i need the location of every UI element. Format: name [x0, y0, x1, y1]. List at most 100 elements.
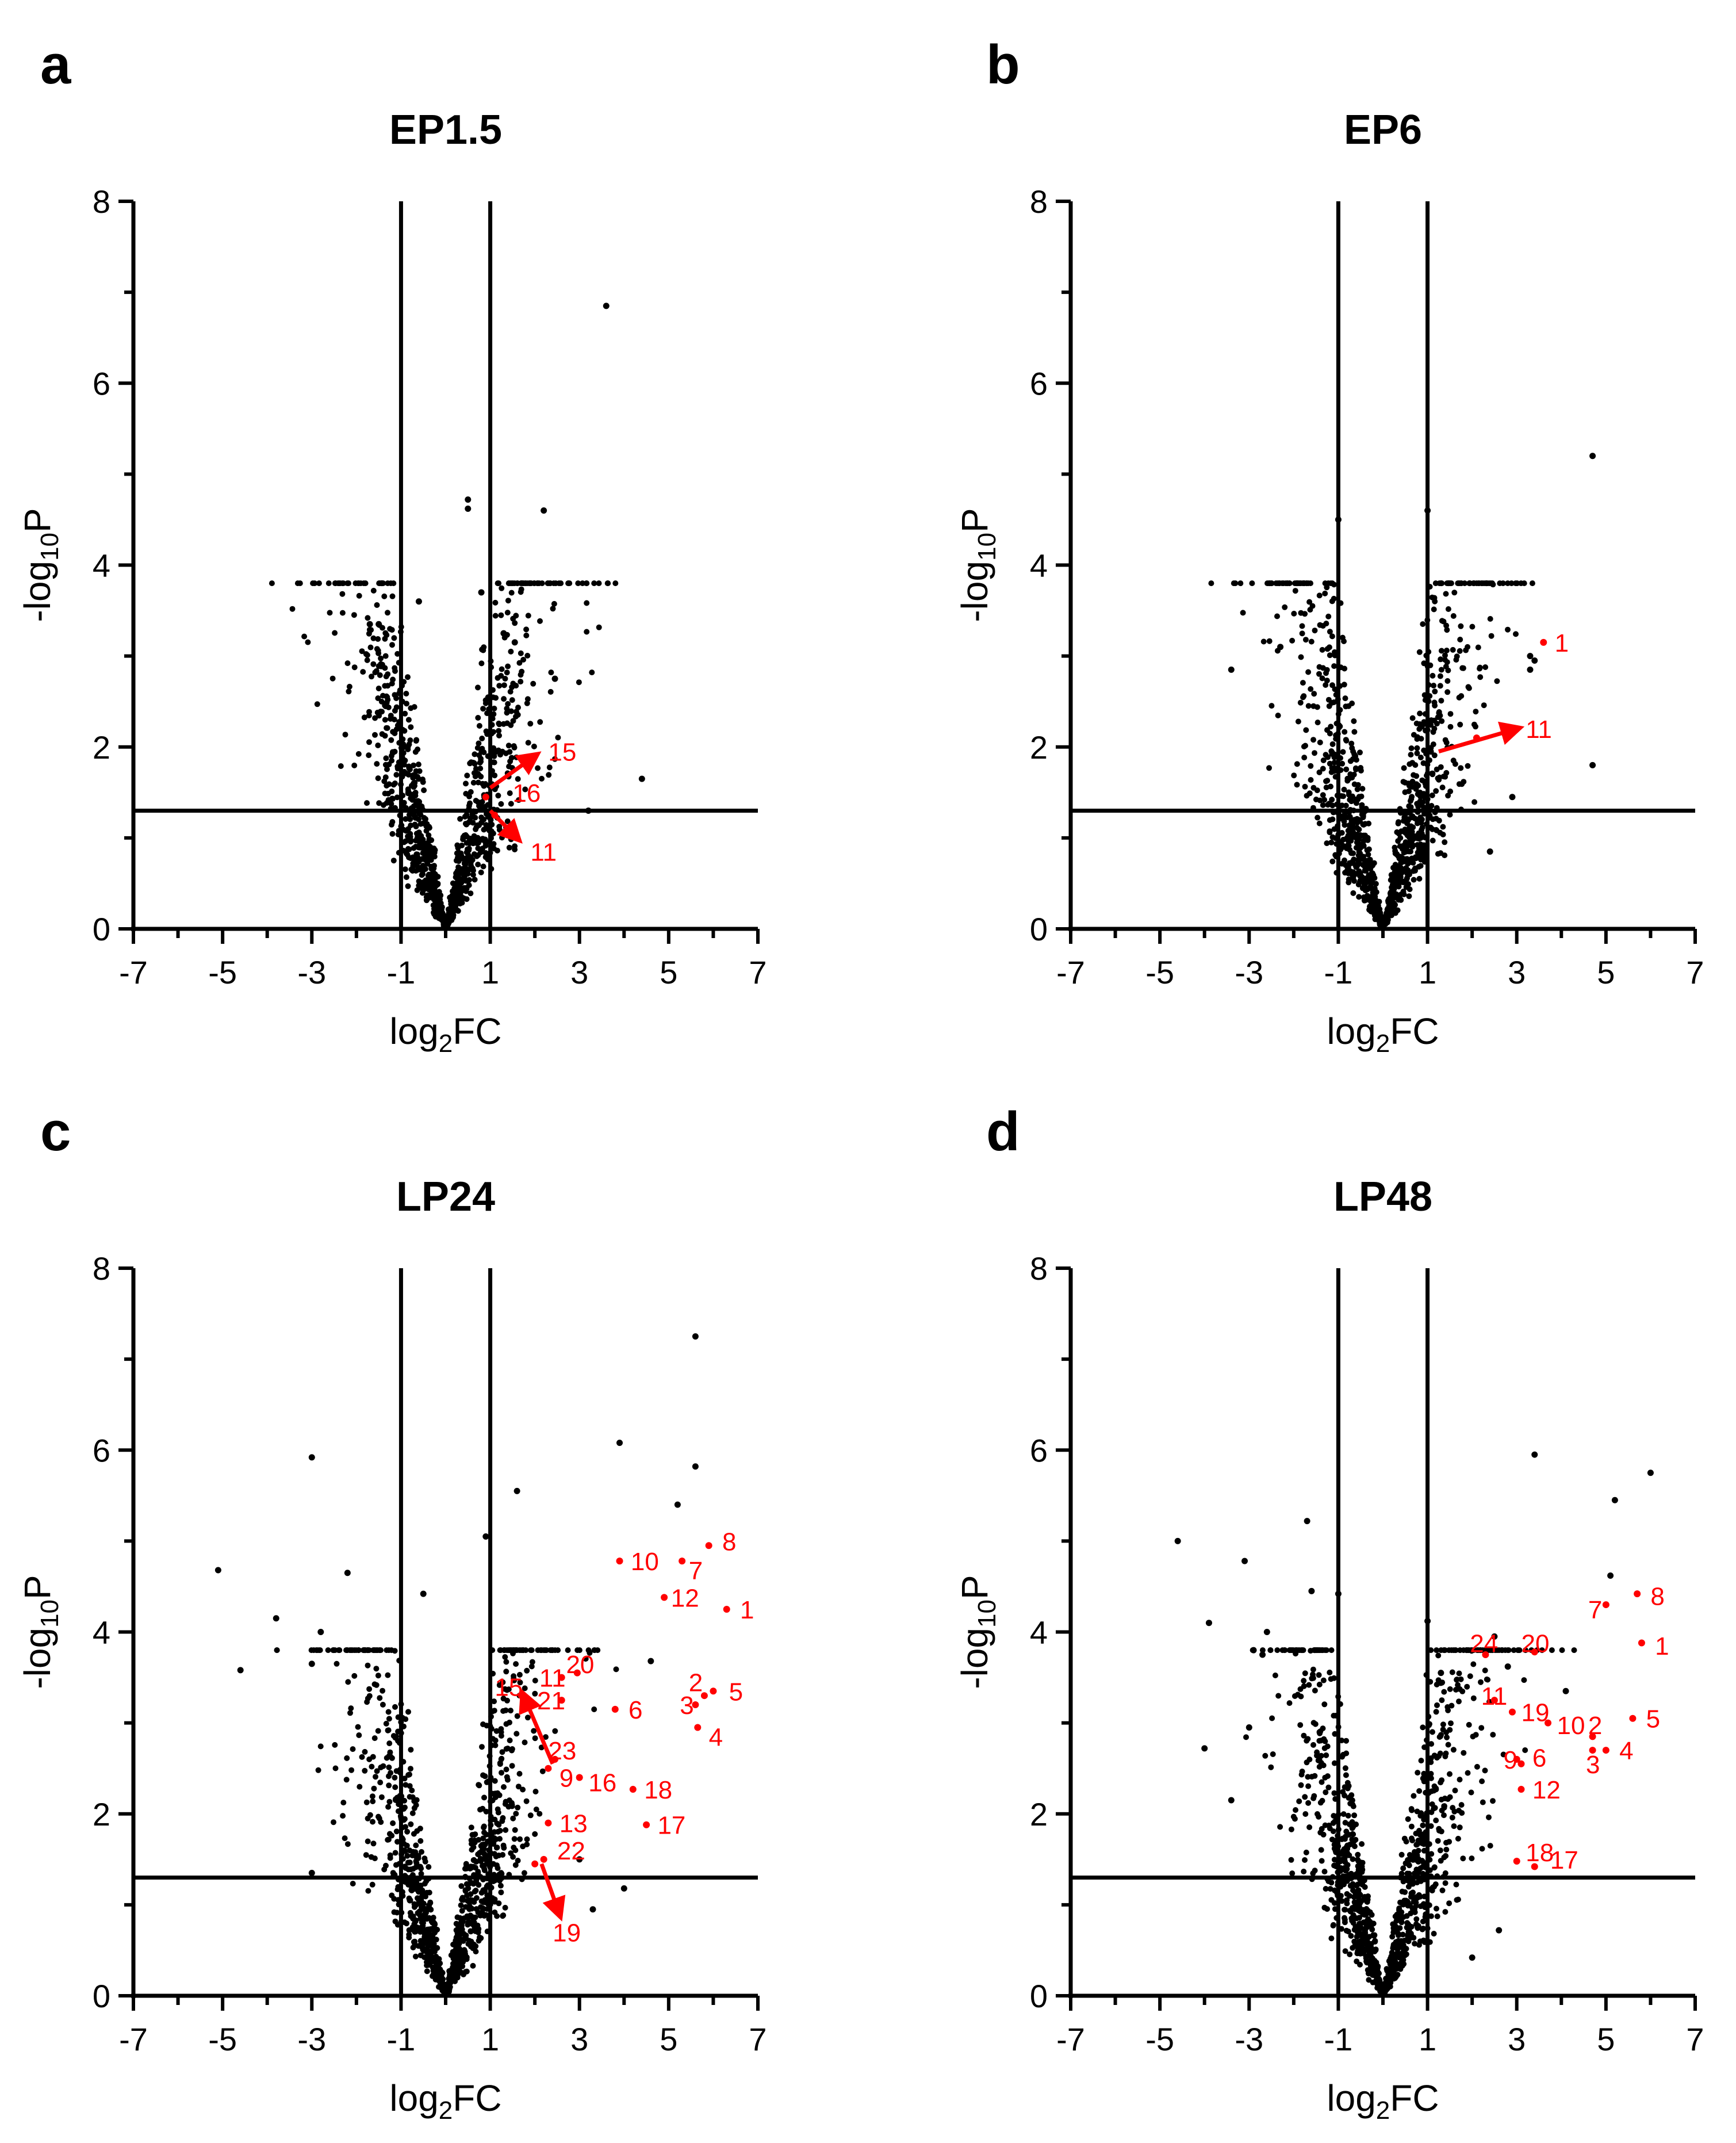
data-point	[385, 1709, 392, 1715]
data-point	[1518, 580, 1524, 587]
data-point	[346, 580, 351, 587]
data-point	[492, 599, 499, 606]
data-point	[1319, 1858, 1325, 1864]
data-point	[1412, 1941, 1418, 1947]
data-point	[1413, 781, 1420, 787]
data-point	[454, 1930, 461, 1936]
data-point	[1428, 1913, 1434, 1919]
data-point	[1315, 814, 1321, 821]
data-point	[1309, 603, 1316, 609]
data-point	[1412, 1906, 1417, 1912]
data-point	[371, 1785, 377, 1792]
data-point	[1339, 802, 1345, 809]
data-point	[1367, 1909, 1373, 1915]
data-point	[1410, 842, 1416, 848]
data-point	[392, 1704, 398, 1710]
data-point	[373, 1774, 378, 1780]
data-point	[1241, 1557, 1248, 1564]
data-point	[499, 666, 505, 672]
data-point	[470, 1962, 476, 1969]
data-point	[1409, 1856, 1416, 1862]
data-point	[1457, 648, 1463, 654]
data-point	[376, 800, 382, 806]
data-point	[513, 1661, 519, 1667]
data-point	[475, 684, 481, 691]
data-point	[1331, 699, 1337, 705]
highlighted-label: 18	[1526, 1839, 1554, 1867]
data-point	[312, 580, 318, 587]
data-point	[475, 779, 481, 786]
data-point	[407, 737, 413, 744]
data-point	[1320, 766, 1326, 772]
data-point	[385, 1672, 391, 1678]
data-point	[1317, 797, 1323, 803]
data-point	[524, 580, 530, 587]
data-point	[504, 1746, 511, 1751]
data-point	[421, 881, 428, 887]
data-point	[1331, 826, 1338, 832]
data-point	[504, 705, 510, 711]
data-point	[1327, 1669, 1333, 1675]
data-point	[1401, 1835, 1408, 1842]
data-point	[1450, 1747, 1457, 1753]
y-axis-label: -log10P	[17, 508, 64, 622]
data-point	[516, 660, 523, 666]
data-point	[416, 882, 422, 889]
data-point	[317, 1629, 324, 1635]
data-point	[515, 776, 521, 782]
data-point	[1353, 766, 1359, 772]
data-point	[478, 759, 484, 764]
data-point	[402, 710, 408, 717]
data-point	[366, 739, 372, 745]
highlighted-label: 2	[689, 1669, 703, 1697]
data-point	[339, 610, 346, 616]
data-point	[1304, 1738, 1310, 1744]
data-point	[386, 781, 392, 787]
data-point	[1355, 1907, 1362, 1914]
data-point	[1446, 1647, 1452, 1654]
data-point	[480, 863, 486, 870]
data-point	[1411, 772, 1417, 778]
data-point	[498, 801, 504, 807]
x-tick-label: 3	[570, 2021, 588, 2057]
data-point	[1302, 1670, 1308, 1677]
data-point	[1341, 682, 1347, 688]
highlighted-label: 17	[657, 1812, 685, 1840]
data-point	[1420, 1775, 1426, 1782]
data-point	[1505, 580, 1511, 587]
data-point	[415, 746, 421, 752]
data-point	[1416, 726, 1423, 732]
data-point	[1473, 1732, 1479, 1738]
data-point	[1465, 763, 1471, 769]
data-point	[1439, 718, 1445, 724]
highlighted-point	[1602, 1747, 1609, 1754]
data-point	[1343, 862, 1349, 868]
data-point	[428, 1918, 435, 1924]
data-point	[480, 1887, 486, 1893]
data-point	[1328, 580, 1334, 587]
highlighted-point	[540, 1855, 547, 1863]
data-point	[575, 580, 581, 587]
data-point	[1418, 736, 1424, 742]
data-point	[1447, 711, 1454, 717]
data-point	[491, 705, 497, 711]
data-point	[472, 751, 478, 757]
data-point	[1549, 1647, 1555, 1654]
x-tick-label: 1	[481, 2021, 499, 2057]
data-point	[1295, 718, 1301, 725]
data-point	[1355, 1939, 1362, 1945]
data-point	[1342, 1948, 1348, 1954]
y-tick-label: 4	[1030, 1614, 1048, 1651]
data-point	[1405, 1858, 1411, 1865]
data-point	[459, 1908, 465, 1914]
data-point	[1383, 912, 1389, 918]
data-point	[1486, 1814, 1492, 1820]
data-point	[385, 683, 391, 689]
data-point	[1323, 1886, 1329, 1892]
data-point	[1369, 1956, 1375, 1961]
data-point	[1355, 1867, 1362, 1873]
highlighted-point	[573, 1669, 581, 1677]
data-point	[413, 1902, 419, 1908]
data-point	[468, 1824, 474, 1831]
